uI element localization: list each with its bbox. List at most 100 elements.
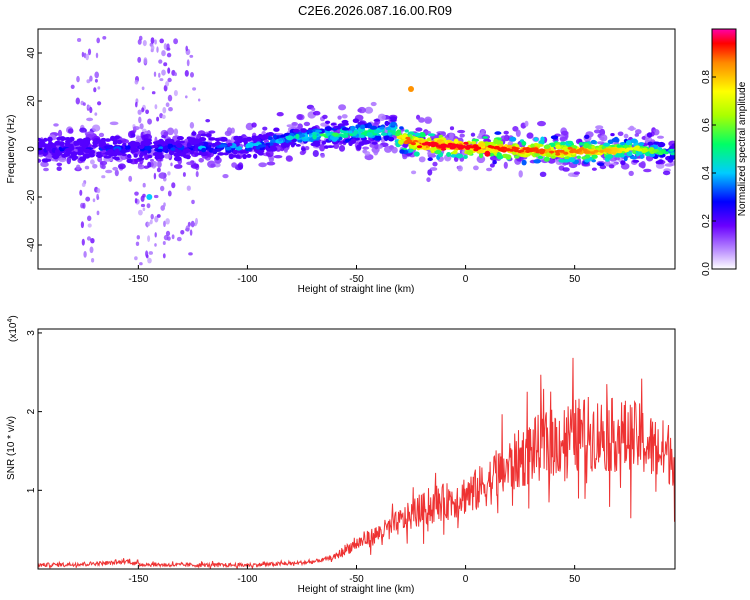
spectrogram-noise-mark bbox=[162, 107, 167, 114]
spectrogram-noise-mark bbox=[85, 196, 91, 202]
spectrogram-band-mark bbox=[103, 155, 112, 159]
spectrogram-halo-mark bbox=[186, 161, 195, 166]
spectrogram-halo-mark bbox=[210, 163, 216, 168]
spectrogram-band-mark bbox=[215, 155, 220, 161]
spectrogram-band-mark bbox=[496, 152, 502, 158]
spectrogram-noise-mark bbox=[87, 215, 92, 222]
spectrogram-noise-mark bbox=[186, 185, 191, 191]
spectrogram-band-mark bbox=[38, 137, 42, 142]
spectrogram-band-mark bbox=[514, 155, 520, 159]
colorbar-tick-label: 0.0 bbox=[701, 262, 712, 276]
spectrogram-band-mark bbox=[649, 152, 656, 158]
snr-scale-exponent: 4 bbox=[7, 319, 14, 323]
spectrogram-feature-mark bbox=[408, 86, 414, 92]
spectrogram-band-mark bbox=[562, 146, 570, 152]
spectrogram-band-mark bbox=[262, 134, 269, 139]
spectrogram-band-mark bbox=[387, 132, 392, 136]
spectrogram-noise-mark bbox=[153, 194, 159, 199]
spectrogram-band-mark bbox=[96, 153, 103, 158]
spectrogram-band-mark bbox=[630, 156, 638, 160]
spectrogram-band-mark bbox=[228, 153, 234, 160]
spectrogram-halo-mark bbox=[158, 172, 167, 179]
spectrogram-band-mark bbox=[478, 152, 484, 159]
spectrogram-noise-mark bbox=[83, 251, 87, 258]
spectrogram-halo-mark bbox=[311, 107, 316, 111]
spectrogram-band-mark bbox=[199, 137, 207, 142]
spectrogram-noise-mark bbox=[189, 229, 193, 236]
spectrogram-halo-mark bbox=[591, 167, 597, 171]
spectrogram-band-mark bbox=[92, 144, 98, 148]
spectrogram-halo-mark bbox=[640, 161, 646, 169]
snr-y-axis-label: SNR (10 * v/v) bbox=[6, 416, 17, 480]
spectrogram-noise-mark bbox=[154, 215, 159, 223]
spectrogram-band-mark bbox=[267, 132, 275, 137]
spectrogram-noise-mark bbox=[79, 189, 83, 196]
spectrogram-halo-mark bbox=[296, 114, 303, 120]
spectrogram-band-mark bbox=[427, 137, 432, 142]
snr-x-tick-label: 50 bbox=[569, 574, 581, 585]
spectrogram-peak-mark bbox=[474, 146, 480, 150]
spectrogram-noise-mark bbox=[174, 72, 177, 77]
spectrogram-halo-mark bbox=[424, 130, 432, 135]
spectrogram-noise-mark bbox=[81, 51, 85, 58]
spectrogram-halo-mark bbox=[112, 166, 119, 171]
spectrogram-noise-mark bbox=[82, 202, 86, 209]
spectrogram-band-mark bbox=[537, 155, 544, 159]
spectrogram-halo-mark bbox=[139, 123, 144, 130]
spectrogram-band-mark bbox=[463, 155, 468, 159]
spectrogram-halo-mark bbox=[364, 151, 371, 156]
spectrogram-noise-mark bbox=[141, 86, 145, 91]
spectrogram-band-mark bbox=[646, 132, 653, 138]
spectrogram-band-mark bbox=[227, 142, 233, 147]
spectrogram-band-mark bbox=[610, 133, 615, 137]
spectrogram-halo-mark bbox=[208, 130, 216, 134]
spectrogram-y-tick-label: 20 bbox=[26, 95, 37, 107]
spectrogram-feature-mark bbox=[146, 194, 153, 200]
spectrogram-noise-mark bbox=[170, 162, 173, 167]
spectrogram-panel: -150 -100 -50 0 50 -40 -20 0 20 40 Height of str… bbox=[6, 28, 676, 295]
spectrogram-noise-mark bbox=[191, 199, 195, 205]
spectrogram-peak-mark bbox=[519, 149, 525, 153]
spectrogram-noise-mark bbox=[195, 171, 199, 178]
spectrogram-band-mark bbox=[120, 148, 127, 154]
spectrogram-halo-mark bbox=[614, 157, 620, 161]
spectrogram-noise-mark bbox=[134, 80, 139, 85]
spectrogram-band-mark bbox=[252, 143, 259, 147]
spectrogram-noise-mark bbox=[86, 79, 91, 84]
spectrogram-noise-mark bbox=[150, 45, 155, 51]
spectrogram-halo-mark bbox=[539, 171, 547, 177]
spectrogram-noise-mark bbox=[96, 210, 100, 216]
spectrogram-noise-mark bbox=[171, 234, 175, 240]
spectrogram-band-mark bbox=[137, 157, 145, 161]
spectrogram-band-mark bbox=[282, 142, 289, 147]
spectrogram-band-mark bbox=[143, 150, 149, 155]
spectrogram-halo-mark bbox=[429, 167, 438, 171]
spectrogram-noise-mark bbox=[188, 252, 193, 256]
snr-y-ticks: 1 2 3 bbox=[26, 330, 42, 493]
spectrogram-band-mark bbox=[301, 147, 306, 152]
spectrogram-halo-mark bbox=[664, 163, 674, 167]
spectrogram-band-mark bbox=[324, 126, 332, 132]
spectrogram-noise-mark bbox=[90, 238, 95, 244]
spectrogram-band-mark bbox=[121, 153, 127, 157]
spectrogram-band-mark bbox=[82, 153, 91, 158]
spectrogram-noise-mark bbox=[91, 258, 95, 263]
spectrogram-halo-mark bbox=[132, 126, 140, 131]
spectrogram-band-mark bbox=[237, 135, 243, 140]
spectrogram-x-ticks: -150 -100 -50 0 50 bbox=[128, 265, 581, 285]
spectrogram-halo-mark bbox=[518, 170, 523, 178]
colorbar-ticks: 0.0 0.2 0.4 0.6 0.8 bbox=[701, 70, 716, 276]
spectrogram-peak-mark bbox=[612, 149, 618, 153]
spectrogram-peak-mark bbox=[590, 151, 596, 155]
spectrogram-halo-mark bbox=[97, 156, 103, 163]
spectrogram-band-mark bbox=[495, 140, 504, 146]
spectrogram-band-mark bbox=[353, 130, 359, 135]
spectrogram-band-mark bbox=[258, 144, 265, 148]
spectrogram-halo-mark bbox=[198, 158, 204, 163]
spectrogram-band-mark bbox=[375, 135, 382, 141]
spectrogram-halo-mark bbox=[645, 136, 652, 144]
spectrogram-noise-mark bbox=[128, 175, 133, 182]
spectrogram-band-mark bbox=[545, 152, 552, 158]
spectrogram-band-mark bbox=[64, 147, 73, 152]
